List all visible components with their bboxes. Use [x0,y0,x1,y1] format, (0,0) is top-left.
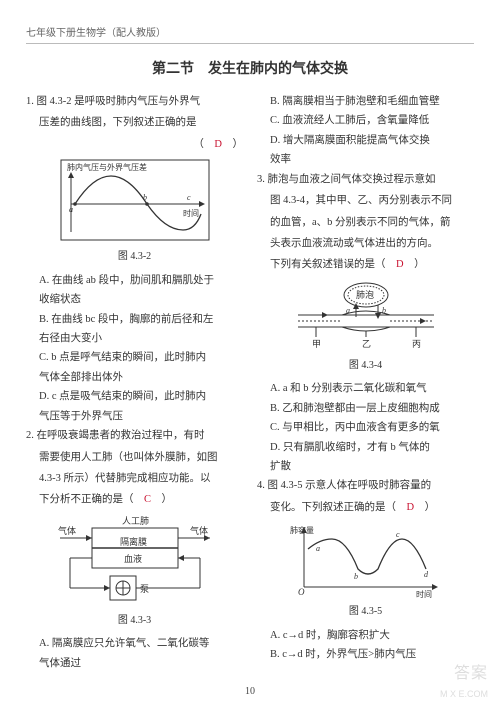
left-column: 1. 图 4.3-2 是呼吸时肺内气压与外界气 压差的曲线图，下列叙述正确的是 … [26,92,243,673]
q4-optA: A. c→d 时，胸廓容积扩大 [257,626,474,645]
fig1-ylabel: 肺内气压与外界气压差 [67,162,147,172]
q1-optB-2: 右径由大变小 [26,329,243,348]
q4-answer: D [407,502,415,513]
q1-optD-1: D. c 点是吸气结束的瞬间，此时肺内 [26,387,243,406]
q1-optA-1: A. 在曲线 ab 段中，肋间肌和膈肌处于 [26,271,243,290]
page-header: 七年级下册生物学（配人教版） [26,24,474,44]
q3-optD-2: 扩散 [257,457,474,476]
q2-line4: 下分析不正确的是（ C ） [26,490,243,509]
q1-optA-2: 收缩状态 [26,290,243,309]
q2-optA-2: 气体通过 [26,654,243,673]
figure-4-3-2: 肺内气压与外界气压差 a b c 时间 [26,158,243,246]
two-column-layout: 1. 图 4.3-2 是呼吸时肺内气压与外界气 压差的曲线图，下列叙述正确的是 … [26,92,474,673]
q1-optC-1: C. b 点是呼气结束的瞬间，此时肺内 [26,348,243,367]
fig1-xlabel: 时间 [183,208,199,218]
fig4-x: 时间 [416,589,432,599]
figure-4-3-5: 肺容量 时间 a b c d O [257,521,474,601]
fig3-jia: 甲 [312,339,321,349]
fig2-top: 人工肺 [122,516,149,526]
fig4-b: b [354,572,358,581]
q3-stem5: 下列有关叙述错误的是（ [270,259,396,270]
section-title: 第二节 发生在肺内的气体交换 [26,58,474,78]
fig1-caption: 图 4.3-2 [26,248,243,267]
q3-line3: 的血管，a、b 分别表示不同的气体，箭 [257,213,474,232]
q3-stem6: ） [404,259,425,270]
fig2-mem: 隔离膜 [120,536,147,547]
fig3-yi: 乙 [362,339,371,349]
q4-optB: B. c→d 时，外界气压>肺内气压 [257,645,474,664]
watermark-icon: 答案 [454,659,488,683]
q2-line3: 4.3-3 所示）代替肺完成相应功能。以 [26,469,243,488]
fig3-b: b [382,306,386,315]
q3-line4: 头表示血液流动或气体进出的方向。 [257,234,474,253]
q3-optA: A. a 和 b 分别表示二氧化碳和氧气 [257,379,474,398]
fig2-caption: 图 4.3-3 [26,612,243,631]
right-column: B. 隔离膜相当于肺泡壁和毛细血管壁 C. 血液流经人工肺后，含氧量降低 D. … [257,92,474,673]
q1-line1: 1. 图 4.3-2 是呼吸时肺内气压与外界气 [26,92,243,111]
watermark-url: M X E.COM [440,689,488,699]
q2-optC: C. 血液流经人工肺后，含氧量降低 [257,111,474,130]
q4-stem2: 变化。下列叙述正确的是（ [270,502,407,513]
q2-line2: 需要使用人工肺（也叫体外膜肺，如图 [26,448,243,467]
fig2-gas-r: 气体 [190,525,208,536]
q3-answer: D [396,259,404,270]
q2-stem5: ） [151,494,172,505]
fig2-blood: 血液 [124,553,142,564]
fig1-a: a [69,205,73,214]
fig1-c: c [187,193,191,202]
fig2-pump: 泵 [140,584,149,594]
q1-paren-open: （ [193,139,214,150]
fig4-d: d [424,570,429,579]
q4-line1: 4. 图 4.3-5 示意人体在呼吸时肺容量的 [257,476,474,495]
fig2-gas-l: 气体 [58,525,76,536]
q4-stem3: ） [414,502,435,513]
figure-4-3-3: 人工肺 隔离膜 血液 气体 气体 泵 [26,514,243,610]
q2-stem4: 下分析不正确的是（ [39,494,144,505]
q1-optB-1: B. 在曲线 bc 段中，胸廓的前后径和左 [26,310,243,329]
q3-optC: C. 与甲相比，丙中血液含有更多的氧 [257,418,474,437]
fig3-caption: 图 4.3-4 [257,357,474,376]
q2-line1: 2. 在呼吸衰竭患者的救治过程中，有时 [26,426,243,445]
fig3-a: a [346,306,350,315]
svg-text:O: O [298,587,305,597]
q2-answer: C [144,494,151,505]
q2-optD-1: D. 增大隔离膜面积能提高气体交换 [257,131,474,150]
q3-optD-1: D. 只有膈肌收缩时，才有 b 气体的 [257,438,474,457]
figure-4-3-4: 肺泡 a b 甲 乙 丙 [257,279,474,355]
q1-answer: D [214,139,222,150]
q2-optA-1: A. 隔离膜应只允许氧气、二氧化碳等 [26,634,243,653]
q4-line2: 变化。下列叙述正确的是（ D ） [257,498,474,517]
page-number: 10 [0,686,500,697]
q2-optD-2: 效率 [257,150,474,169]
fig4-c: c [396,530,400,539]
q3-line5: 下列有关叙述错误的是（ D ） [257,255,474,274]
q1-optD-2: 气压等于外界气压 [26,407,243,426]
fig4-y: 肺容量 [290,525,314,535]
fig1-b: b [143,193,147,202]
q1-line2: 压差的曲线图，下列叙述正确的是 [26,113,243,132]
q3-line1: 3. 肺泡与血液之间气体交换过程示意如 [257,170,474,189]
fig4-caption: 图 4.3-5 [257,603,474,622]
q3-line2: 图 4.3-4，其中甲、乙、丙分别表示不同 [257,191,474,210]
fig3-bing: 丙 [412,339,421,349]
q2-optB: B. 隔离膜相当于肺泡壁和毛细血管壁 [257,92,474,111]
q1-answer-line: （ D ） [26,135,243,154]
q3-optB: B. 乙和肺泡壁都由一层上皮细胞构成 [257,399,474,418]
q1-paren-close: ） [222,139,243,150]
fig4-a: a [316,544,320,553]
fig3-alv: 肺泡 [356,289,374,300]
q1-optC-2: 气体全部排出体外 [26,368,243,387]
